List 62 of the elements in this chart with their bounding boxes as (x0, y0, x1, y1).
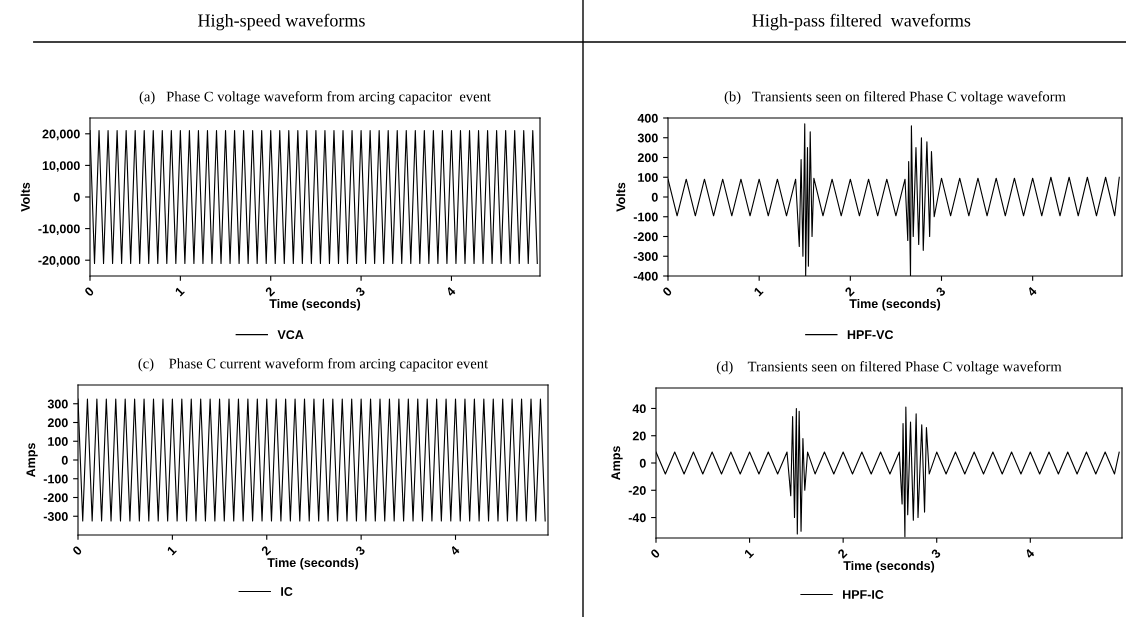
y-tick-label: 10,000 (42, 161, 80, 172)
text: High-pass filtered waveforms (752, 13, 971, 31)
y-tick-label: 300 (637, 133, 658, 143)
y-tick-label: 0 (73, 192, 80, 202)
y-tick-label: 100 (638, 173, 658, 182)
x-tick-label: 4 (449, 545, 461, 556)
y-tick-label: 0 (61, 455, 68, 465)
y-tick-label: -20,000 (38, 256, 80, 267)
y-tick-label: -300 (43, 512, 68, 521)
legend-label: HPF-VC (847, 330, 894, 340)
y-tick-label: 400 (637, 113, 658, 123)
y-tick-label: -300 (633, 252, 658, 261)
y-tick-label: 0 (639, 458, 646, 468)
x-axis-title: Time (seconds) (843, 560, 935, 573)
y-tick-label: 200 (47, 418, 68, 428)
y-tick-label: 100 (48, 437, 68, 446)
x-tick-label: 4 (1026, 286, 1038, 297)
y-tick-label: 20 (632, 431, 646, 441)
x-axis-title: Time (seconds) (269, 298, 361, 311)
x-tick-label: 0 (662, 286, 673, 297)
x-tick-label: 4 (1024, 548, 1035, 559)
y-axis-title: Amps (611, 446, 623, 481)
legend-label: HPF-IC (843, 590, 884, 599)
y-tick-label: 40 (632, 404, 646, 414)
x-axis-title: Time (seconds) (267, 557, 359, 570)
x-tick-label: 1 (743, 548, 755, 559)
chart-title: (d) Transients seen on filtered Phase C voltage waveform (716, 361, 1062, 375)
y-tick-label: -100 (43, 474, 68, 484)
y-axis-title: Volts (616, 182, 626, 212)
x-tick-label: 3 (354, 286, 366, 297)
x-tick-label: 3 (930, 548, 942, 559)
x-tick-label: 2 (264, 286, 276, 297)
x-tick-label: 3 (935, 286, 947, 297)
y-axis-title: Volts (20, 182, 30, 212)
x-tick-label: 1 (753, 286, 764, 297)
x-tick-label: 1 (166, 545, 177, 556)
chart-title: (a) Phase C voltage waveform from arcing capacitor event (139, 91, 491, 105)
y-tick-label: 20,000 (42, 129, 80, 141)
y-tick-label: 200 (637, 153, 658, 163)
y-tick-label: -40 (628, 513, 646, 523)
x-tick-label: 2 (260, 545, 272, 556)
chart-title: (c) Phase C current waveform from arcing capacitor event (138, 358, 489, 372)
y-tick-label: -200 (43, 493, 68, 503)
legend-label: VCA (277, 330, 304, 340)
x-tick-label: 3 (354, 545, 366, 556)
y-tick-label: -400 (633, 271, 658, 281)
chart-title: (b) Transients seen on filtered Phase C voltage waveform (724, 91, 1066, 105)
x-tick-label: 1 (174, 286, 185, 297)
legend-label: IC (281, 587, 293, 596)
y-tick-label: 0 (651, 192, 658, 202)
y-tick-label: 300 (47, 399, 68, 409)
x-tick-label: 4 (445, 286, 457, 297)
x-tick-label: 2 (837, 548, 848, 559)
text: High-speed waveforms (198, 13, 365, 31)
x-axis-title: Time (seconds) (849, 298, 941, 311)
x-tick-label: 0 (84, 286, 95, 297)
y-tick-label: -20 (628, 486, 646, 495)
y-axis-title: Amps (26, 443, 38, 478)
y-tick-label: -10,000 (38, 224, 80, 236)
y-tick-label: -100 (633, 212, 658, 222)
y-tick-label: -200 (633, 232, 658, 242)
x-tick-label: 2 (844, 286, 855, 297)
